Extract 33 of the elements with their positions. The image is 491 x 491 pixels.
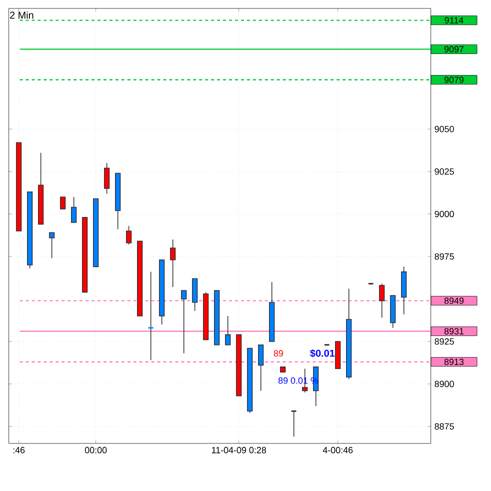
ref-line-label: 8949 (444, 298, 464, 304)
ref-line-label: 8913 (444, 358, 464, 366)
y-tick-label: 9000 (434, 210, 454, 218)
candlestick (148, 271, 154, 361)
x-tick-label: 11-04-09 0:28 (212, 446, 266, 454)
ref-line-label: 9097 (444, 46, 464, 52)
candlestick (225, 316, 231, 346)
candlestick (48, 232, 55, 259)
y-tick-label: 9025 (434, 168, 454, 175)
candlestick (290, 410, 298, 438)
annotation: 89 (274, 350, 284, 357)
candlestick (60, 196, 66, 210)
y-tick-label: 9050 (434, 126, 454, 132)
y-tick-label: 8875 (434, 423, 454, 430)
ref-line-label: 9079 (444, 76, 464, 83)
y-tick-label: 8900 (434, 380, 454, 388)
candlestick (104, 162, 110, 194)
x-tick-label: 4-00:46 (322, 446, 353, 454)
candlestick (192, 278, 198, 312)
candlestick (181, 290, 187, 354)
candlestick (71, 196, 77, 223)
annotation: $0.01 (310, 349, 335, 358)
ref-line-label: 8931 (444, 328, 464, 334)
x-tick-label: :46 (13, 446, 25, 454)
candlestick (170, 239, 176, 288)
x-tick-label: 00:00 (84, 446, 107, 454)
ref-line-label: 9114 (444, 17, 464, 24)
y-tick-label: 8975 (434, 253, 454, 260)
candlestick (379, 283, 385, 318)
candlestick (126, 226, 132, 246)
y-tick-label: 8925 (434, 338, 454, 345)
candlestick (258, 344, 264, 392)
chart-title: 2 Min (10, 11, 34, 19)
